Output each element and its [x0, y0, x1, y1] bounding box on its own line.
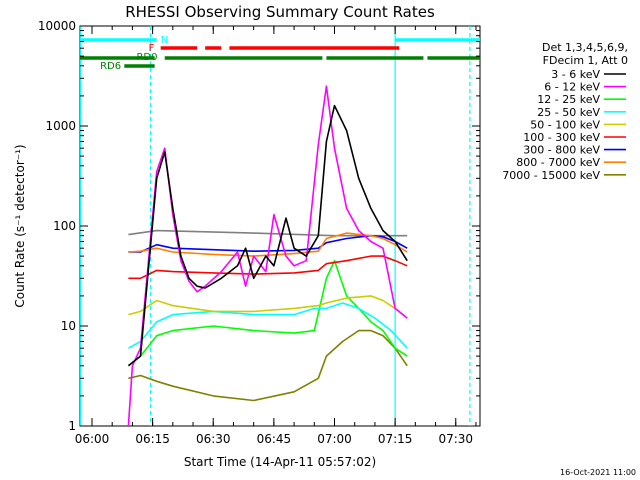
x-tick-label: 06:45 — [257, 432, 292, 446]
y-axis-label: Count Rate (s⁻¹ detector⁻¹) — [13, 144, 27, 307]
legend-label-0: 3 - 6 keV — [551, 68, 600, 81]
legend-label-4: 50 - 100 keV — [530, 118, 600, 131]
x-tick-label: 06:15 — [135, 432, 170, 446]
flag-label-rd6: RD6 — [100, 61, 121, 72]
x-tick-label: 07:00 — [317, 432, 352, 446]
legend-label-5: 100 - 300 keV — [523, 131, 600, 144]
series-line-5 — [128, 255, 408, 280]
marker-lines — [79, 26, 471, 426]
x-axis-label: Start Time (14-Apr-11 05:57:02) — [184, 455, 376, 469]
legend-label-1: 6 - 12 keV — [544, 81, 600, 94]
series-line-3 — [128, 302, 408, 349]
series-lines — [127, 85, 408, 427]
series-line-6 — [128, 234, 408, 253]
plot-frame — [79, 25, 481, 427]
flag-label-rd0: RD0 — [136, 52, 157, 63]
legend-header-line-2: FDecim 1, Att 0 — [543, 54, 628, 67]
y-tick-label: 10000 — [38, 19, 76, 33]
flag-label-n: N — [161, 35, 168, 46]
series-line-1 — [127, 85, 408, 427]
legend-label-6: 300 - 800 keV — [523, 144, 600, 157]
legend: Det 1,3,4,5,6,9, FDecim 1, Att 0 3 - 6 k… — [502, 41, 628, 182]
series-line-0 — [127, 104, 408, 367]
y-tick-label: 1000 — [45, 119, 76, 133]
legend-label-3: 25 - 50 keV — [537, 106, 600, 119]
legend-label-7: 800 - 7000 keV — [516, 156, 600, 169]
legend-header-line-1: Det 1,3,4,5,6,9, — [542, 41, 628, 54]
legend-label-8: 7000 - 15000 keV — [502, 169, 600, 182]
series-line-7 — [128, 232, 408, 257]
y-tick-label: 1 — [68, 419, 76, 433]
x-tick-label: 06:30 — [196, 432, 231, 446]
series-line-4 — [128, 295, 408, 319]
y-tick-label: 10 — [61, 319, 76, 333]
flag-label-f: F — [149, 43, 155, 54]
y-axis-ticks: 1 10 100 1000 10000 — [38, 19, 480, 433]
x-tick-label: 06:00 — [75, 432, 110, 446]
series-line-gray — [128, 229, 408, 237]
chart-title: RHESSI Observing Summary Count Rates — [125, 3, 435, 21]
x-axis-ticks: 06:00 06:15 06:30 06:45 07:00 07:15 07:30 — [75, 26, 477, 446]
y-tick-label: 100 — [53, 219, 76, 233]
series-line-8 — [128, 329, 408, 402]
x-tick-label: 07:15 — [378, 432, 413, 446]
timestamp: 16-Oct-2021 11:00 — [560, 468, 636, 477]
x-tick-label: 07:30 — [438, 432, 473, 446]
legend-label-2: 12 - 25 keV — [537, 93, 600, 106]
